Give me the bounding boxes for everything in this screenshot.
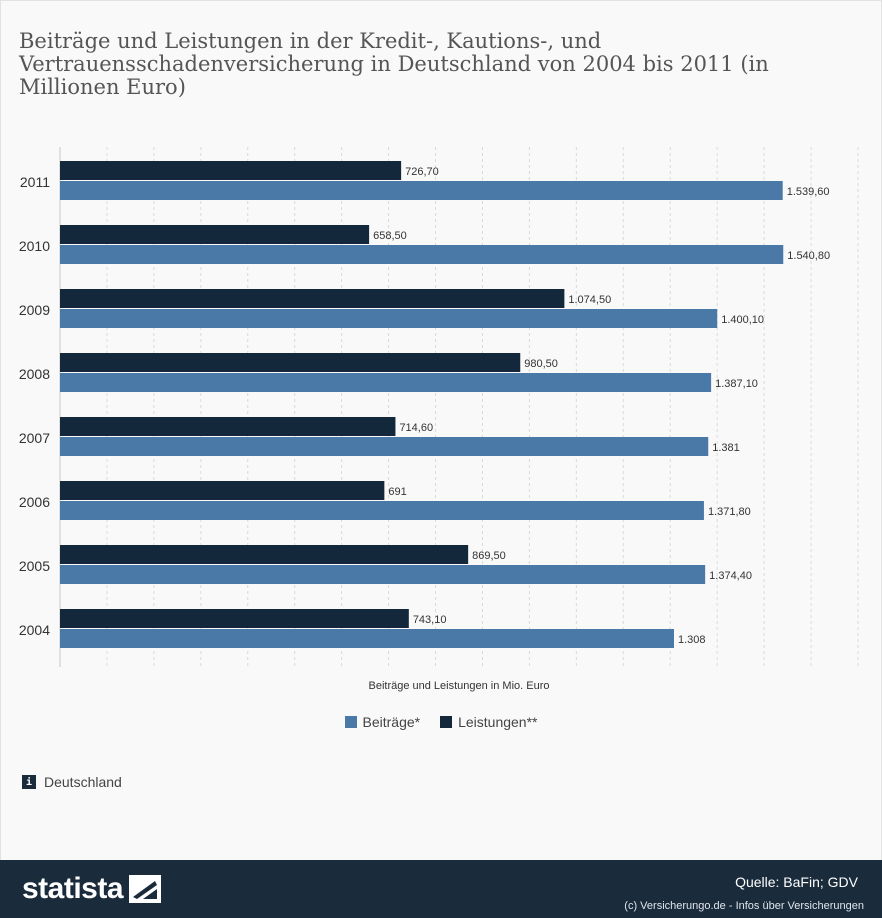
bar[interactable] [60, 245, 784, 264]
source-text: Quelle: BaFin; GDV [735, 874, 858, 890]
legend-label-leistungen: Leistungen** [458, 714, 538, 730]
bar[interactable] [60, 545, 469, 564]
bar[interactable] [60, 481, 385, 500]
bars: 726,70 1.539,60 658,50 1.540,80 1.074,50 1.40… [60, 161, 830, 648]
x-axis-label: Beiträge und Leistungen in Mio. Euro [368, 680, 550, 692]
data-label: 869,50 [472, 550, 506, 562]
category-label: 2011 [20, 174, 50, 190]
category-labels: 2011 2010 2009 2008 2007 2006 2005 2004 [19, 174, 50, 638]
brand-name: statista [22, 872, 124, 905]
bar[interactable] [60, 161, 402, 180]
bar[interactable] [60, 609, 409, 628]
category-label: 2006 [19, 494, 50, 510]
region-label: Deutschland [44, 774, 122, 790]
data-label: 1.387,10 [715, 378, 758, 390]
category-label: 2005 [19, 558, 50, 574]
bar[interactable] [60, 629, 674, 648]
bar[interactable] [60, 353, 521, 372]
bar[interactable] [60, 225, 370, 244]
category-label: 2007 [19, 430, 50, 446]
statista-logo[interactable]: statista [22, 872, 162, 906]
data-label: 691 [388, 486, 406, 498]
bar[interactable] [60, 501, 704, 520]
region-note: i Deutschland [22, 774, 122, 790]
legend-item-leistungen[interactable]: Leistungen** [440, 714, 538, 730]
copyright-text[interactable]: (c) Versicherungo.de - Infos über Versic… [624, 900, 864, 912]
data-label: 1.074,50 [568, 294, 611, 306]
category-label: 2004 [19, 622, 50, 638]
bar[interactable] [60, 289, 565, 308]
statista-logo-icon [129, 875, 162, 903]
bar[interactable] [60, 373, 712, 392]
bar[interactable] [60, 565, 706, 584]
legend-swatch-beitraege [344, 716, 357, 728]
bar-chart: 726,70 1.539,60 658,50 1.540,80 1.074,50 1.40… [19, 147, 859, 667]
chart-title: Beiträge und Leistungen in der Kredit-, … [19, 29, 769, 99]
data-label: 726,70 [405, 166, 439, 178]
legend-swatch-leistungen [440, 716, 453, 728]
data-label: 1.540,80 [787, 250, 830, 262]
category-label: 2010 [19, 238, 50, 254]
data-label: 1.539,60 [787, 186, 830, 198]
data-label: 1.308 [678, 634, 706, 646]
data-label: 1.400,10 [721, 314, 764, 326]
data-label: 658,50 [373, 230, 407, 242]
data-label: 714,60 [399, 422, 433, 434]
category-label: 2008 [19, 366, 50, 382]
data-label: 1.371,80 [708, 506, 751, 518]
bar[interactable] [60, 417, 396, 436]
bar[interactable] [60, 181, 783, 200]
data-label: 743,10 [413, 614, 447, 626]
legend: Beiträge* Leistungen** [0, 714, 882, 730]
legend-label-beitraege: Beiträge* [362, 714, 421, 730]
data-label: 1.381 [712, 442, 740, 454]
info-icon[interactable]: i [22, 775, 36, 789]
data-label: 980,50 [524, 358, 558, 370]
category-label: 2009 [19, 302, 50, 318]
legend-item-beitraege[interactable]: Beiträge* [344, 714, 421, 730]
footer: statista Quelle: BaFin; GDV (c) Versiche… [0, 860, 882, 918]
bar[interactable] [60, 437, 709, 456]
bar[interactable] [60, 309, 718, 328]
data-label: 1.374,40 [709, 570, 752, 582]
